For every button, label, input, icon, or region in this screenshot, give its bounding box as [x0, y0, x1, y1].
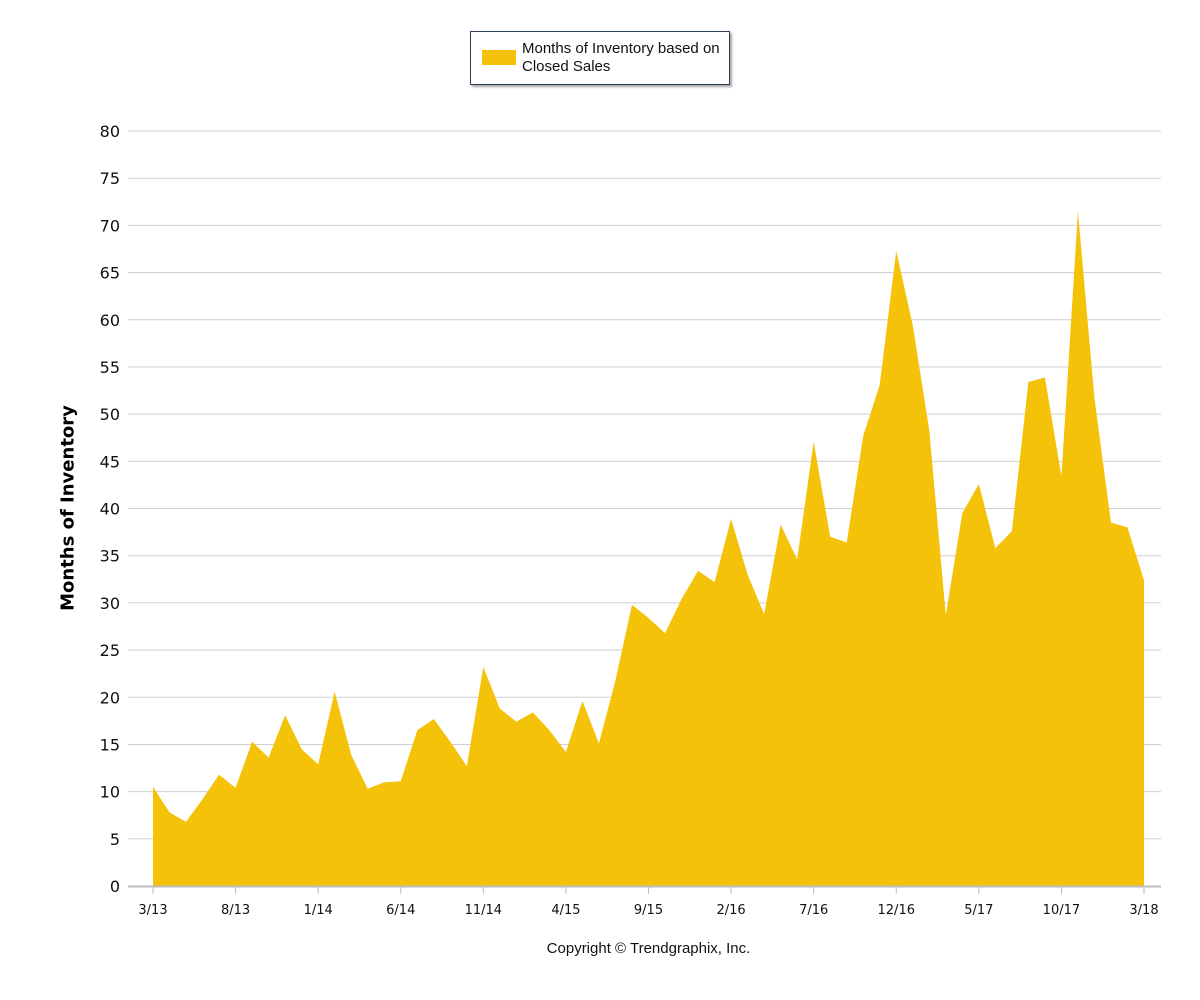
y-tick-label: 50: [100, 405, 120, 424]
x-tick-label: 10/17: [1043, 903, 1080, 918]
x-tick-label: 4/15: [551, 903, 580, 918]
x-tick-label: 5/17: [964, 903, 993, 918]
y-tick-label: 40: [100, 500, 120, 519]
x-tick-label: 12/16: [878, 903, 915, 918]
y-tick-label: 0: [110, 877, 120, 896]
y-axis-tick-labels: 0 5 10 15 20 25 30 35 40 45 50 55 60 65 70 75 80: [100, 122, 120, 896]
x-axis: [128, 885, 1161, 894]
y-tick-label: 55: [100, 358, 120, 377]
y-tick-label: 80: [100, 122, 120, 141]
y-tick-label: 30: [100, 594, 120, 613]
y-axis-title: Months of Inventory: [57, 405, 79, 611]
x-tick-label: 1/14: [304, 903, 333, 918]
x-tick-label: 2/16: [716, 903, 745, 918]
y-tick-label: 10: [100, 783, 120, 802]
y-tick-label: 25: [100, 641, 120, 660]
legend-swatch: [482, 50, 516, 65]
y-tick-label: 65: [100, 264, 120, 283]
legend: Months of Inventory based on Closed Sale…: [470, 31, 730, 85]
x-tick-label: 7/16: [799, 903, 828, 918]
area-series-months-of-inventory: [153, 211, 1144, 887]
x-axis-tick-labels: 3/13 8/13 1/14 6/14 11/14 4/15 9/15 2/16 7/16 12/…: [138, 903, 1158, 918]
x-tick-label: 9/15: [634, 903, 663, 918]
x-tick-label: 3/18: [1129, 903, 1158, 918]
y-tick-label: 35: [100, 547, 120, 566]
y-tick-label: 60: [100, 311, 120, 330]
x-tick-label: 3/13: [138, 903, 167, 918]
legend-label: Months of Inventory based on Closed Sale…: [522, 40, 720, 75]
y-tick-label: 20: [100, 688, 120, 707]
y-tick-label: 45: [100, 452, 120, 471]
x-tick-label: 11/14: [465, 903, 502, 918]
series-area: [153, 211, 1144, 887]
y-tick-label: 75: [100, 169, 120, 188]
x-tick-label: 8/13: [221, 903, 250, 918]
copyright-notice: Copyright © Trendgraphix, Inc.: [546, 940, 751, 957]
y-tick-label: 15: [100, 735, 120, 754]
x-tick-label: 6/14: [386, 903, 415, 918]
y-tick-label: 5: [110, 830, 120, 849]
y-tick-label: 70: [100, 216, 120, 235]
